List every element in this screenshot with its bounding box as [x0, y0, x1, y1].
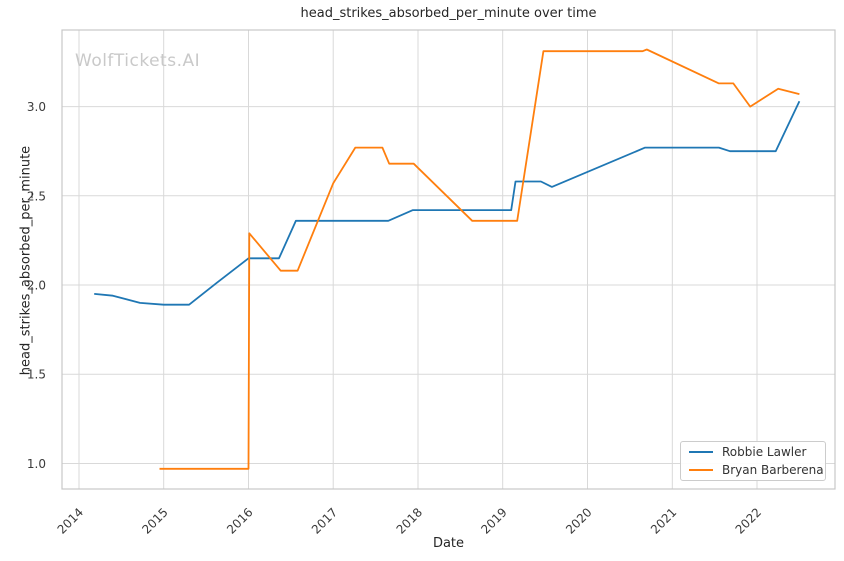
legend-label: Bryan Barberena	[722, 463, 824, 477]
legend-item-bryan-barberena: Bryan Barberena	[681, 463, 825, 478]
y-tick-label: 3.0	[27, 100, 46, 114]
x-tick-label: 2017	[309, 505, 340, 536]
series-line-bryan-barberena	[159, 48, 800, 470]
x-tick-label: 2022	[733, 505, 764, 536]
y-tick-label: 1.5	[27, 368, 46, 382]
legend-swatch-orange	[689, 469, 713, 471]
legend: Robbie Lawler Bryan Barberena	[680, 441, 826, 481]
legend-label: Robbie Lawler	[722, 445, 807, 459]
legend-swatch-blue	[689, 451, 713, 453]
x-axis-label: Date	[432, 536, 465, 551]
series-line-robbie-lawler	[94, 100, 801, 306]
legend-item-robbie-lawler: Robbie Lawler	[681, 445, 825, 460]
x-tick-label: 2014	[55, 505, 86, 536]
x-tick-label: 2016	[224, 505, 255, 536]
y-tick-label: 2.0	[27, 279, 46, 293]
x-tick-label: 2015	[139, 505, 170, 536]
x-tick-label: 2018	[394, 505, 425, 536]
watermark: WolfTickets.AI	[75, 51, 201, 71]
y-tick-label: 1.0	[27, 457, 46, 471]
x-tick-label: 2020	[563, 505, 594, 536]
x-tick-label: 2019	[478, 505, 509, 536]
y-tick-label: 2.5	[27, 189, 46, 203]
chart-title: head_strikes_absorbed_per_minute over ti…	[300, 6, 597, 21]
y-axis-label: head_strikes_absorbed_per_minute	[18, 145, 34, 376]
plot-spines	[61, 29, 836, 490]
x-tick-label: 2021	[648, 505, 679, 536]
